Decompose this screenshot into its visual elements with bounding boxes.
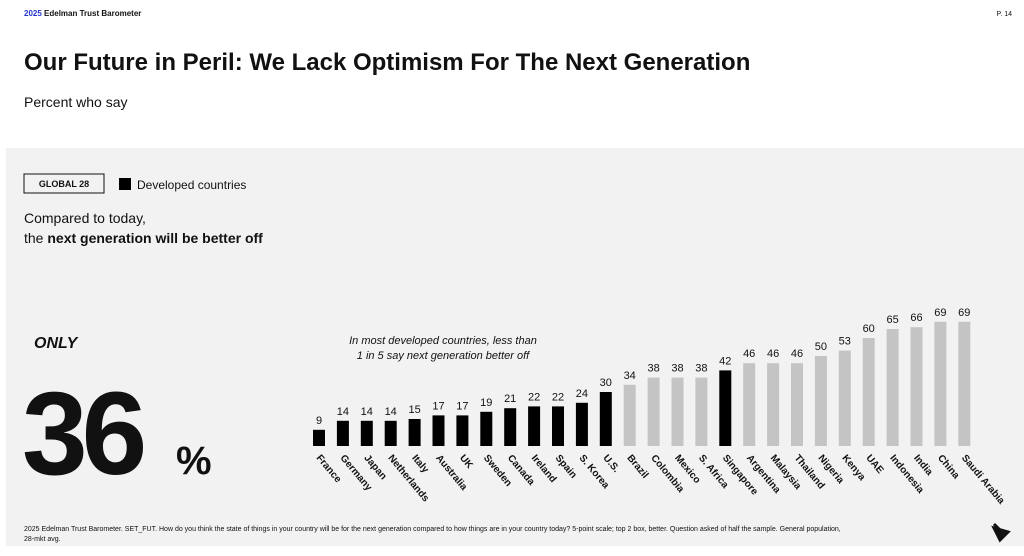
slide-title: Our Future in Peril: We Lack Optimism Fo… xyxy=(24,49,750,76)
value-label: 60 xyxy=(863,323,875,335)
bar xyxy=(886,329,899,446)
bar xyxy=(456,415,469,446)
bar xyxy=(910,327,923,446)
value-label: 15 xyxy=(408,404,420,416)
question-bold: next generation will be better off xyxy=(47,230,263,246)
page-number: P. 14 xyxy=(997,11,1013,18)
bar xyxy=(504,408,517,446)
value-label: 46 xyxy=(791,348,803,360)
headline-unit: % xyxy=(176,439,212,483)
subtitle: Percent who say xyxy=(24,94,128,110)
value-label: 19 xyxy=(480,397,492,409)
value-label: 69 xyxy=(934,307,946,319)
header-year: 2025 xyxy=(24,9,42,18)
legend-swatch xyxy=(119,178,131,190)
bar xyxy=(791,363,803,446)
value-label: 17 xyxy=(432,400,444,412)
bar xyxy=(575,402,588,446)
value-label: 14 xyxy=(337,406,349,418)
footnote: 2025 Edelman Trust Barometer. SET_FUT. H… xyxy=(24,526,841,533)
header-brand: Edelman Trust Barometer xyxy=(44,9,141,18)
bar xyxy=(623,384,636,446)
value-label: 46 xyxy=(743,348,755,360)
value-label: 50 xyxy=(815,341,827,353)
value-label: 38 xyxy=(647,363,659,375)
header: 2025 Edelman Trust Barometer xyxy=(24,9,141,18)
annotation: In most developed countries, less than xyxy=(349,335,537,347)
value-label: 38 xyxy=(695,363,707,375)
bar xyxy=(934,321,947,446)
value-label: 21 xyxy=(504,393,516,405)
bar xyxy=(767,363,780,446)
bar xyxy=(599,392,612,446)
bar xyxy=(384,420,397,446)
bar xyxy=(647,377,660,446)
legend-label: Developed countries xyxy=(137,178,246,192)
bar xyxy=(838,350,851,446)
value-label: 17 xyxy=(456,400,468,412)
headline-value: 36 xyxy=(22,368,144,500)
annotation: 1 in 5 say next generation better off xyxy=(357,350,530,362)
badge-box xyxy=(23,173,105,194)
footnote: 28-mkt avg. xyxy=(24,536,61,543)
value-label: 38 xyxy=(671,363,683,375)
panel xyxy=(6,148,1024,546)
bar xyxy=(862,338,875,446)
bar xyxy=(313,429,325,446)
bar xyxy=(671,377,684,446)
question-lead: the xyxy=(24,230,44,246)
bar xyxy=(480,411,493,446)
value-label: 14 xyxy=(385,406,397,418)
value-label: 30 xyxy=(600,377,612,389)
value-label: 22 xyxy=(528,391,540,403)
value-label: 65 xyxy=(886,314,898,326)
bar xyxy=(432,415,445,446)
headline-prefix: ONLY xyxy=(34,335,79,352)
bar xyxy=(360,420,373,446)
question-line: Compared to today, xyxy=(24,210,146,226)
bar xyxy=(958,321,971,446)
value-label: 53 xyxy=(839,336,851,348)
value-label: 22 xyxy=(552,391,564,403)
value-label: 34 xyxy=(624,370,636,382)
bar xyxy=(814,356,827,446)
bar xyxy=(719,370,732,446)
question-line: the next generation will be better off xyxy=(24,230,263,246)
badge: GLOBAL 28 xyxy=(39,179,89,189)
value-label: 14 xyxy=(361,406,373,418)
value-label: 66 xyxy=(910,312,922,324)
bar xyxy=(552,406,564,446)
bar xyxy=(528,406,541,446)
bar xyxy=(743,363,756,446)
value-label: 24 xyxy=(576,388,588,400)
bar xyxy=(336,420,349,446)
value-label: 42 xyxy=(719,355,731,367)
value-label: 9 xyxy=(316,415,322,427)
bar xyxy=(408,419,421,446)
next-arrow[interactable] xyxy=(991,522,1011,543)
value-label: 69 xyxy=(958,307,970,319)
bar xyxy=(695,377,708,446)
value-label: 46 xyxy=(767,348,779,360)
